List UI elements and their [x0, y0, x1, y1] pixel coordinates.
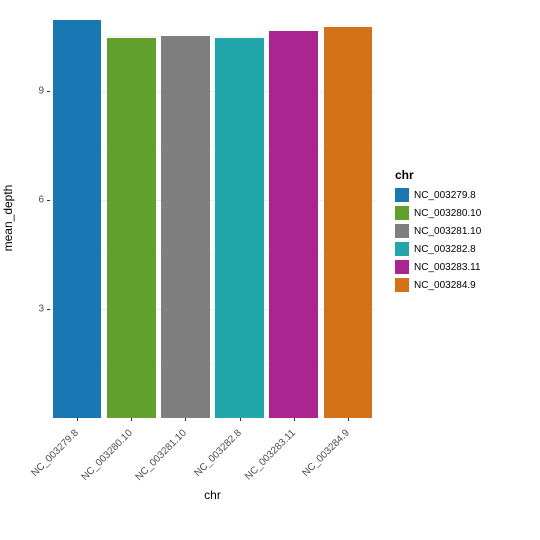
- legend-items: NC_003279.8 NC_003280.10 NC_003281.10 NC_00…: [395, 186, 481, 294]
- legend-swatch: [395, 188, 409, 202]
- x-tick-mark: [240, 418, 241, 421]
- bar: [215, 38, 264, 418]
- x-tick-mark: [348, 418, 349, 421]
- legend-label: NC_003282.8: [414, 244, 476, 255]
- legend-swatch: [395, 260, 409, 274]
- legend-swatch: [395, 206, 409, 220]
- legend-swatch: [395, 242, 409, 256]
- x-axis-label: chr: [204, 488, 221, 502]
- legend-label: NC_003284.9: [414, 280, 476, 291]
- legend-item: NC_003280.10: [395, 204, 481, 222]
- legend-item: NC_003283.11: [395, 258, 481, 276]
- legend-swatch: [395, 278, 409, 292]
- bar: [269, 31, 318, 418]
- legend-label: NC_003281.10: [414, 226, 481, 237]
- y-tick-mark: [47, 200, 50, 201]
- y-axis-label: mean_depth: [1, 185, 15, 252]
- x-tick-mark: [77, 418, 78, 421]
- plot-panel: [50, 18, 375, 418]
- bar: [107, 38, 156, 418]
- legend-label: NC_003279.8: [414, 190, 476, 201]
- chart-container: mean_depth chr chr NC_003279.8 NC_003280.…: [0, 0, 540, 540]
- x-tick-mark: [131, 418, 132, 421]
- bar: [161, 36, 210, 418]
- legend-item: NC_003279.8: [395, 186, 481, 204]
- bar: [324, 27, 373, 418]
- y-tick-mark: [47, 91, 50, 92]
- legend-label: NC_003280.10: [414, 208, 481, 219]
- y-tick-label: 3: [28, 303, 44, 314]
- x-tick-mark: [294, 418, 295, 421]
- y-tick-mark: [47, 309, 50, 310]
- legend-label: NC_003283.11: [414, 262, 481, 273]
- legend-item: NC_003284.9: [395, 276, 481, 294]
- legend-item: NC_003281.10: [395, 222, 481, 240]
- legend-item: NC_003282.8: [395, 240, 481, 258]
- legend-title: chr: [395, 168, 481, 182]
- y-tick-label: 9: [28, 85, 44, 96]
- legend-swatch: [395, 224, 409, 238]
- bar: [53, 20, 102, 418]
- x-tick-mark: [185, 418, 186, 421]
- y-tick-label: 6: [28, 194, 44, 205]
- legend: chr NC_003279.8NC_003280.10NC_003281.10N…: [395, 168, 481, 294]
